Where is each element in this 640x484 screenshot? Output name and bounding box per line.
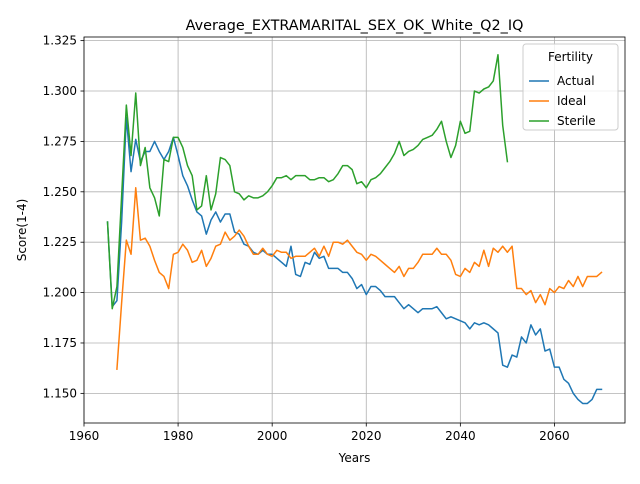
legend-label-sterile: Sterile — [557, 114, 596, 128]
x-tick-label: 1960 — [69, 429, 100, 443]
y-tick-label: 1.300 — [43, 84, 77, 98]
legend-label-actual: Actual — [557, 74, 595, 88]
y-tick-label: 1.175 — [43, 336, 77, 350]
series-line-sterile — [106, 53, 509, 310]
x-axis-label: Years — [338, 451, 371, 465]
x-tick-label: 1980 — [163, 429, 194, 443]
y-tick-label: 1.150 — [43, 386, 77, 400]
y-tick-label: 1.225 — [43, 235, 77, 249]
plot-frame — [83, 36, 626, 424]
y-axis-label: Score(1-4) — [15, 199, 29, 262]
grid — [83, 37, 625, 423]
x-axis-ticks: 1960 1980 2000 2020 2040 2060 — [69, 423, 570, 443]
x-tick-label: 2040 — [445, 429, 476, 443]
legend-label-ideal: Ideal — [557, 94, 586, 108]
x-tick-label: 2060 — [539, 429, 570, 443]
y-tick-label: 1.250 — [43, 185, 77, 199]
y-tick-label: 1.275 — [43, 134, 77, 148]
y-axis-ticks: 1.150 1.175 1.200 1.225 1.250 1.275 1.300 1.325 — [43, 34, 84, 400]
y-tick-label: 1.200 — [43, 286, 77, 300]
series-line-ideal — [116, 187, 603, 370]
series-group — [106, 53, 603, 405]
series-line-actual — [106, 116, 603, 405]
legend-box — [522, 43, 619, 131]
x-tick-label: 2000 — [257, 429, 288, 443]
x-tick-label: 2020 — [351, 429, 382, 443]
legend-title: Fertility — [548, 50, 593, 64]
legend: Fertility Actual Ideal Sterile — [522, 43, 619, 131]
chart-title: Average_EXTRAMARITAL_SEX_OK_White_Q2_IQ — [186, 18, 524, 34]
y-tick-label: 1.325 — [43, 34, 77, 48]
